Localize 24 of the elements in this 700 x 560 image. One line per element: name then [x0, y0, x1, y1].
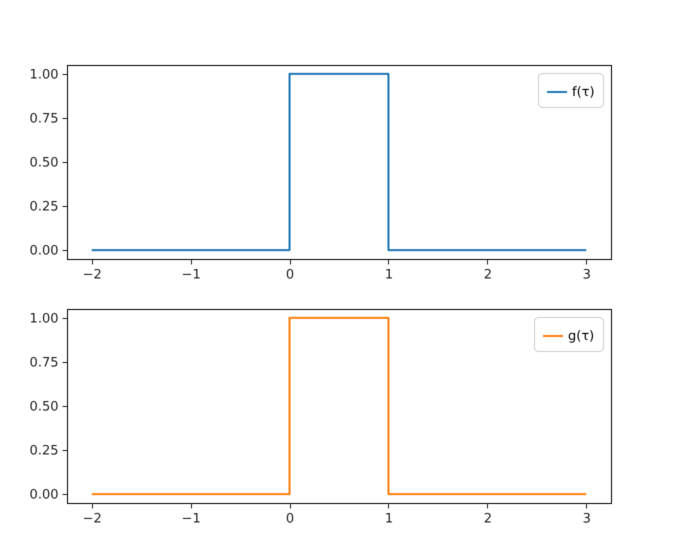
x-tick-label: −1	[182, 268, 201, 282]
x-tick-label: 1	[384, 512, 394, 526]
y-tick-label: 0.75	[30, 111, 58, 126]
x-tick-label: −2	[82, 268, 102, 282]
x-tick-label: 0	[286, 268, 294, 282]
legend-label: g(τ)	[568, 329, 594, 344]
x-tick-label: −1	[182, 512, 201, 526]
x-tick-label: 2	[484, 268, 492, 282]
x-tick-label: 3	[582, 268, 591, 282]
legend-label: f(τ)	[572, 85, 595, 100]
y-tick-label: 0.50	[30, 400, 58, 414]
x-tick-label: 2	[484, 512, 492, 526]
x-tick-label: 0	[286, 512, 294, 526]
y-tick-label: 0.50	[30, 156, 58, 170]
y-tick-label: 1.00	[30, 67, 58, 82]
x-tick-label: −2	[82, 512, 102, 526]
x-tick-label: 3	[582, 512, 591, 526]
y-tick-label: 0.75	[30, 355, 58, 370]
y-tick-label: 1.00	[30, 311, 58, 326]
y-tick-label: 0.00	[30, 244, 58, 259]
y-tick-label: 0.00	[30, 488, 58, 503]
y-tick-label: 0.25	[30, 444, 58, 459]
y-tick-label: 0.25	[30, 200, 58, 215]
x-tick-label: 1	[384, 268, 394, 282]
